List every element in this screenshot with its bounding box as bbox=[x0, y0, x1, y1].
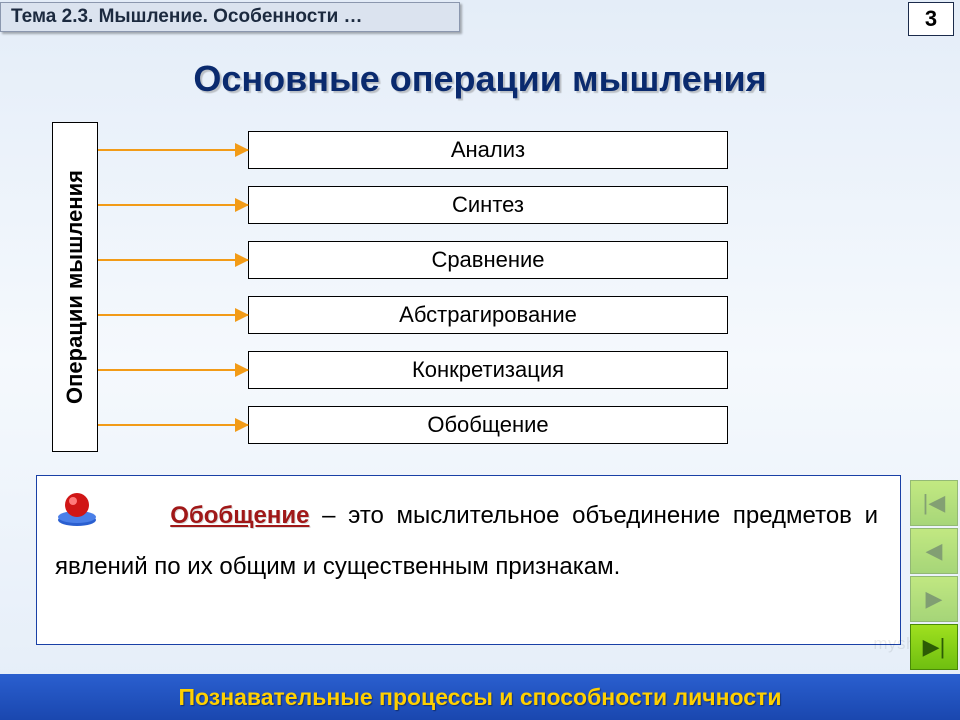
operation-box: Обобщение bbox=[248, 406, 728, 444]
nav-first-button[interactable]: |◀ bbox=[910, 480, 958, 526]
footer-bar: Познавательные процессы и способности ли… bbox=[0, 674, 960, 720]
nav-controls: |◀ ◀ ▶ ▶| bbox=[910, 480, 958, 672]
page-number-text: 3 bbox=[925, 6, 937, 32]
definition-box: Обобщение – это мыслительное объединение… bbox=[36, 475, 901, 645]
operation-label: Анализ bbox=[451, 137, 525, 163]
arrow-icon bbox=[98, 204, 248, 206]
bullet-ball-icon bbox=[55, 490, 101, 544]
operation-label: Абстрагирование bbox=[399, 302, 577, 328]
operation-label: Сравнение bbox=[431, 247, 544, 273]
slide-title: Основные операции мышления bbox=[0, 58, 960, 100]
nav-prev-button[interactable]: ◀ bbox=[910, 528, 958, 574]
operation-label: Синтез bbox=[452, 192, 524, 218]
arrow-icon bbox=[98, 259, 248, 261]
operation-box: Абстрагирование bbox=[248, 296, 728, 334]
operation-row: Синтез bbox=[98, 177, 738, 232]
side-category-label: Операции мышления bbox=[62, 170, 88, 404]
side-category-box: Операции мышления bbox=[52, 122, 98, 452]
operation-row: Анализ bbox=[98, 122, 738, 177]
footer-text: Познавательные процессы и способности ли… bbox=[179, 684, 782, 711]
arrow-icon bbox=[98, 149, 248, 151]
arrow-icon bbox=[98, 369, 248, 371]
operations-list: Анализ Синтез Сравнение Абстрагирование … bbox=[98, 122, 738, 452]
operation-row: Обобщение bbox=[98, 397, 738, 452]
operation-box: Анализ bbox=[248, 131, 728, 169]
nav-next-button[interactable]: ▶ bbox=[910, 576, 958, 622]
operation-label: Конкретизация bbox=[412, 357, 564, 383]
operation-box: Синтез bbox=[248, 186, 728, 224]
operation-row: Сравнение bbox=[98, 232, 738, 287]
arrow-icon bbox=[98, 314, 248, 316]
nav-last-button[interactable]: ▶| bbox=[910, 624, 958, 670]
page-number: 3 bbox=[908, 2, 954, 36]
operation-box: Конкретизация bbox=[248, 351, 728, 389]
arrow-icon bbox=[98, 424, 248, 426]
operation-row: Конкретизация bbox=[98, 342, 738, 397]
topic-bar: Тема 2.3. Мышление. Особенности … bbox=[0, 2, 460, 32]
operation-label: Обобщение bbox=[427, 412, 548, 438]
operation-box: Сравнение bbox=[248, 241, 728, 279]
definition-term: Обобщение bbox=[170, 502, 309, 529]
topic-text: Тема 2.3. Мышление. Особенности … bbox=[11, 6, 363, 28]
operation-row: Абстрагирование bbox=[98, 287, 738, 342]
